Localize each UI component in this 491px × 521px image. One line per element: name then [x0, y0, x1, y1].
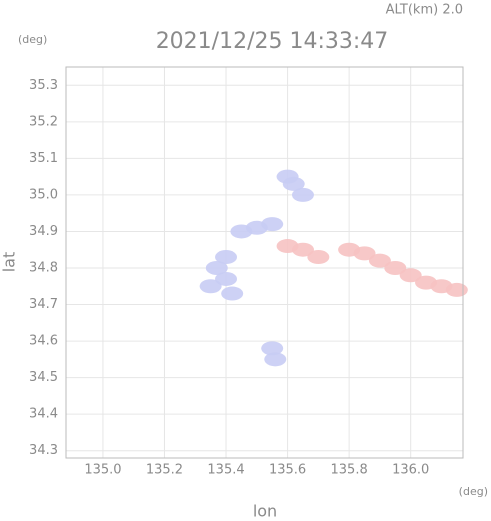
- x-tick-label: 135.2: [146, 463, 183, 478]
- echo-point: [291, 187, 314, 202]
- echo-point: [215, 250, 238, 265]
- echo-point: [261, 341, 284, 356]
- y-axis-label: lat: [0, 252, 19, 273]
- altitude-label: ALT(km) 2.0: [386, 3, 463, 18]
- echo-point: [291, 242, 314, 257]
- y-tick-label: 35.3: [29, 78, 58, 93]
- x-tick-label: 135.4: [207, 463, 244, 478]
- echo-point: [353, 246, 376, 261]
- echo-point: [399, 268, 422, 283]
- echo-point: [205, 260, 228, 275]
- echo-point: [282, 176, 305, 191]
- plot-frame: [65, 66, 464, 459]
- echo-point: [199, 279, 222, 294]
- y-tick-label: 35.1: [29, 151, 58, 166]
- y-unit: (deg): [18, 33, 47, 46]
- echo-point: [307, 250, 330, 265]
- y-tick-label: 34.3: [29, 443, 58, 458]
- echo-point: [261, 217, 284, 232]
- y-tick-label: 35.0: [29, 187, 58, 202]
- y-tick-label: 34.8: [29, 260, 58, 275]
- echo-point: [384, 260, 407, 275]
- x-unit: (deg): [459, 485, 488, 498]
- y-tick-label: 34.4: [29, 407, 58, 422]
- echo-point: [445, 282, 468, 297]
- x-tick-label: 136.0: [392, 463, 429, 478]
- x-tick-label: 135.0: [84, 463, 121, 478]
- x-tick-label: 135.6: [269, 463, 306, 478]
- y-tick-label: 34.9: [29, 224, 58, 239]
- chart-title: 2021/12/25 14:33:47: [156, 29, 389, 54]
- y-tick-label: 34.6: [29, 334, 58, 349]
- x-tick-label: 135.8: [331, 463, 368, 478]
- y-tick-label: 34.5: [29, 370, 58, 385]
- echo-point: [230, 224, 253, 239]
- echo-point: [264, 352, 287, 367]
- echo-point: [368, 253, 391, 268]
- echo-point: [221, 286, 244, 301]
- x-axis-label: lon: [253, 502, 277, 521]
- echo-point: [215, 271, 238, 286]
- y-tick-label: 35.2: [29, 114, 58, 129]
- y-tick-label: 34.7: [29, 297, 58, 312]
